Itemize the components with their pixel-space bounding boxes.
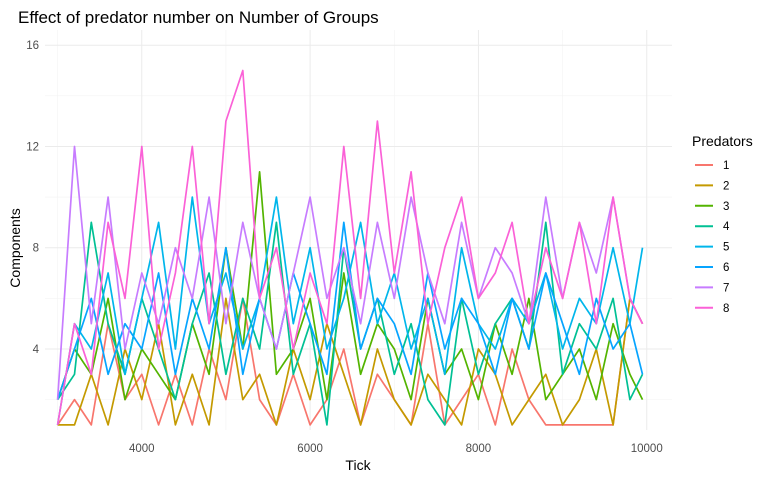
- y-tick-label: 16: [26, 40, 39, 52]
- legend-label-3: 3: [723, 201, 729, 213]
- legend-label-5: 5: [723, 242, 729, 254]
- x-tick-label: 10000: [631, 443, 663, 455]
- legend-label-7: 7: [723, 282, 729, 294]
- x-tick-label: 8000: [466, 443, 492, 455]
- legend-label-4: 4: [723, 221, 730, 233]
- y-axis-ticks: 4 8 12 16: [26, 40, 39, 356]
- legend: Predators 1 2 3 4 5 6 7 8: [692, 133, 753, 315]
- chart-title: Effect of predator number on Number of G…: [18, 8, 379, 27]
- y-tick-label: 8: [33, 243, 39, 255]
- legend-label-8: 8: [723, 303, 729, 315]
- series-line-8: [56, 69, 644, 426]
- series-line-5: [56, 196, 644, 426]
- y-tick-label: 12: [26, 141, 39, 153]
- series-line-3: [56, 170, 644, 401]
- series-line-4: [56, 221, 644, 426]
- y-axis-title: Components: [7, 208, 23, 287]
- series-layer: [56, 69, 644, 426]
- x-axis-ticks: 4000 6000 8000 10000: [129, 443, 663, 455]
- series-line-1: [56, 297, 644, 426]
- y-tick-label: 4: [33, 344, 40, 356]
- x-axis-title: Tick: [345, 457, 371, 473]
- legend-label-6: 6: [723, 262, 729, 274]
- legend-title: Predators: [692, 133, 753, 149]
- x-tick-label: 6000: [297, 443, 323, 455]
- legend-label-1: 1: [723, 160, 729, 172]
- legend-label-2: 2: [723, 180, 729, 192]
- legend-items: 1 2 3 4 5 6 7 8: [695, 160, 730, 315]
- x-tick-label: 4000: [129, 443, 155, 455]
- series-line-2: [57, 297, 644, 426]
